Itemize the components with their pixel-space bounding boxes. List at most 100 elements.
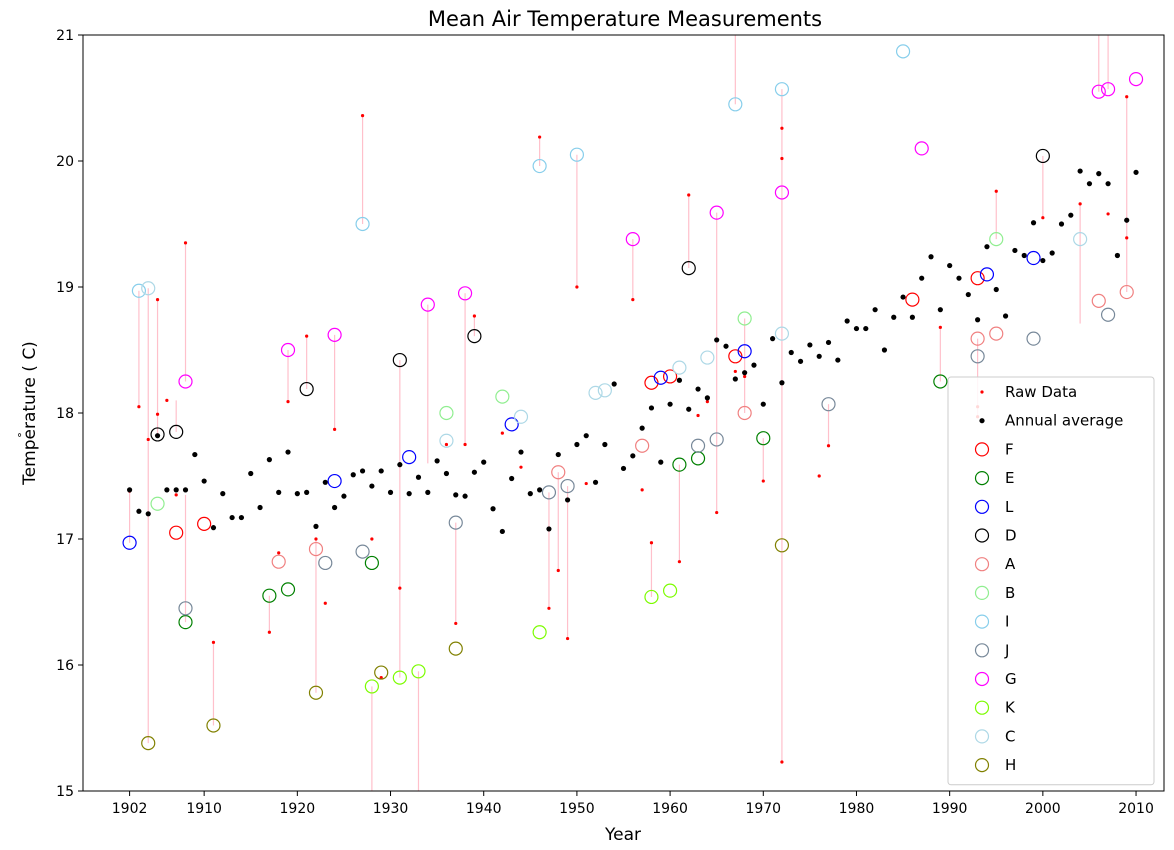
raw-data-point xyxy=(463,442,467,447)
series-point-a xyxy=(970,331,985,346)
series-point-l xyxy=(737,344,752,359)
annual-average-point xyxy=(686,406,692,412)
annual-average-point xyxy=(276,489,282,495)
raw-data-point xyxy=(165,398,169,402)
series-point-a xyxy=(271,554,286,569)
x-tick-label: 1930 xyxy=(373,801,409,817)
annual-average-point xyxy=(909,314,915,320)
series-point-g xyxy=(327,327,342,342)
series-point-g xyxy=(457,286,473,301)
annual-average-point xyxy=(1058,221,1065,227)
legend-marker-d xyxy=(974,528,990,543)
annual-average-point xyxy=(611,381,617,387)
series-point-f xyxy=(197,516,212,531)
legend-marker-raw-data xyxy=(980,390,984,394)
annual-average-point xyxy=(350,472,356,478)
raw-data-point xyxy=(565,636,570,641)
series-point-c xyxy=(588,385,603,400)
legend-marker-k xyxy=(974,700,990,715)
raw-data-point xyxy=(370,537,374,541)
raw-data-point xyxy=(715,510,719,515)
y-axis: 15 16 17 18 19 20 21 xyxy=(56,28,83,800)
annual-average-point xyxy=(294,491,300,497)
annual-average-point xyxy=(835,357,841,363)
annual-average-point xyxy=(220,491,226,497)
series-point-a xyxy=(551,465,566,480)
series-point-h xyxy=(308,685,324,700)
annual-average-point xyxy=(1133,169,1139,175)
annual-average-point xyxy=(509,475,515,482)
annual-average-point xyxy=(1040,257,1046,264)
series-point-f xyxy=(662,369,678,384)
raw-data-point xyxy=(631,298,635,302)
raw-data-point xyxy=(780,126,784,130)
x-tick-label: 1990 xyxy=(932,801,968,817)
series-point-c xyxy=(597,383,612,398)
raw-data-point xyxy=(183,241,188,245)
series-point-l xyxy=(1026,250,1041,266)
series-point-f xyxy=(728,349,743,364)
x-tick-label: 1950 xyxy=(559,801,595,817)
series-point-e xyxy=(364,555,379,571)
series-point-g xyxy=(280,342,296,358)
series-point-l xyxy=(979,267,995,282)
series-point-d xyxy=(299,381,314,397)
series-point-a xyxy=(635,438,650,453)
annual-average-point xyxy=(984,244,990,250)
series-point-a xyxy=(1091,293,1106,308)
annual-average-point xyxy=(1114,252,1121,259)
annual-average-point xyxy=(928,254,934,260)
annual-average-point xyxy=(434,458,440,464)
series-point-d xyxy=(392,352,407,368)
series-point-a xyxy=(989,326,1004,341)
series-point-k xyxy=(411,664,426,679)
annual-average-point xyxy=(173,487,179,493)
series-point-a xyxy=(1119,284,1134,300)
x-tick-label: 1970 xyxy=(745,801,781,817)
series-point-c xyxy=(700,350,715,365)
raw-data-point xyxy=(1106,212,1110,216)
series-point-d xyxy=(467,329,482,344)
raw-data-point xyxy=(649,541,654,545)
annual-average-point xyxy=(723,343,729,349)
raw-data-point xyxy=(1125,236,1129,240)
series-point-e xyxy=(178,615,193,630)
series-point-d xyxy=(169,424,184,439)
annual-average-point xyxy=(210,525,217,531)
raw-data-point xyxy=(174,493,178,497)
legend-label: A xyxy=(1005,555,1016,573)
y-axis-label: Temperature ( C) xyxy=(20,341,40,486)
series-point-h xyxy=(206,718,221,733)
series-point-e xyxy=(280,582,296,597)
legend-marker-g xyxy=(974,671,990,687)
annual-average-point xyxy=(816,353,822,359)
annual-average-point xyxy=(947,262,953,269)
legend-label: F xyxy=(1005,440,1014,458)
raw-data-point xyxy=(454,621,458,626)
raw-data-point xyxy=(314,537,318,541)
annual-average-point xyxy=(145,511,151,517)
annual-average-point xyxy=(369,483,375,489)
raw-data-point xyxy=(472,314,476,318)
y-tick-label: 19 xyxy=(56,280,74,296)
annual-average-point xyxy=(387,489,394,495)
series-point-l xyxy=(402,450,417,465)
raw-data-point xyxy=(323,601,327,605)
raw-data-point xyxy=(817,474,821,478)
raw-data-point xyxy=(155,412,160,416)
legend-box xyxy=(947,376,1155,786)
series-point-b xyxy=(495,389,510,404)
x-tick-label: 1960 xyxy=(652,801,688,817)
legend-marker-b xyxy=(974,585,990,601)
annual-average-point xyxy=(993,286,999,293)
y-tick-label: 15 xyxy=(56,784,74,800)
series-point-k xyxy=(662,583,678,598)
y-tick-label: 21 xyxy=(56,28,74,44)
legend-marker-f xyxy=(974,442,990,457)
series-point-i xyxy=(569,147,585,162)
raw-data-point xyxy=(640,488,644,492)
series-point-i xyxy=(895,44,911,59)
series-point-b xyxy=(737,311,752,326)
legend-marker-i xyxy=(974,614,990,629)
